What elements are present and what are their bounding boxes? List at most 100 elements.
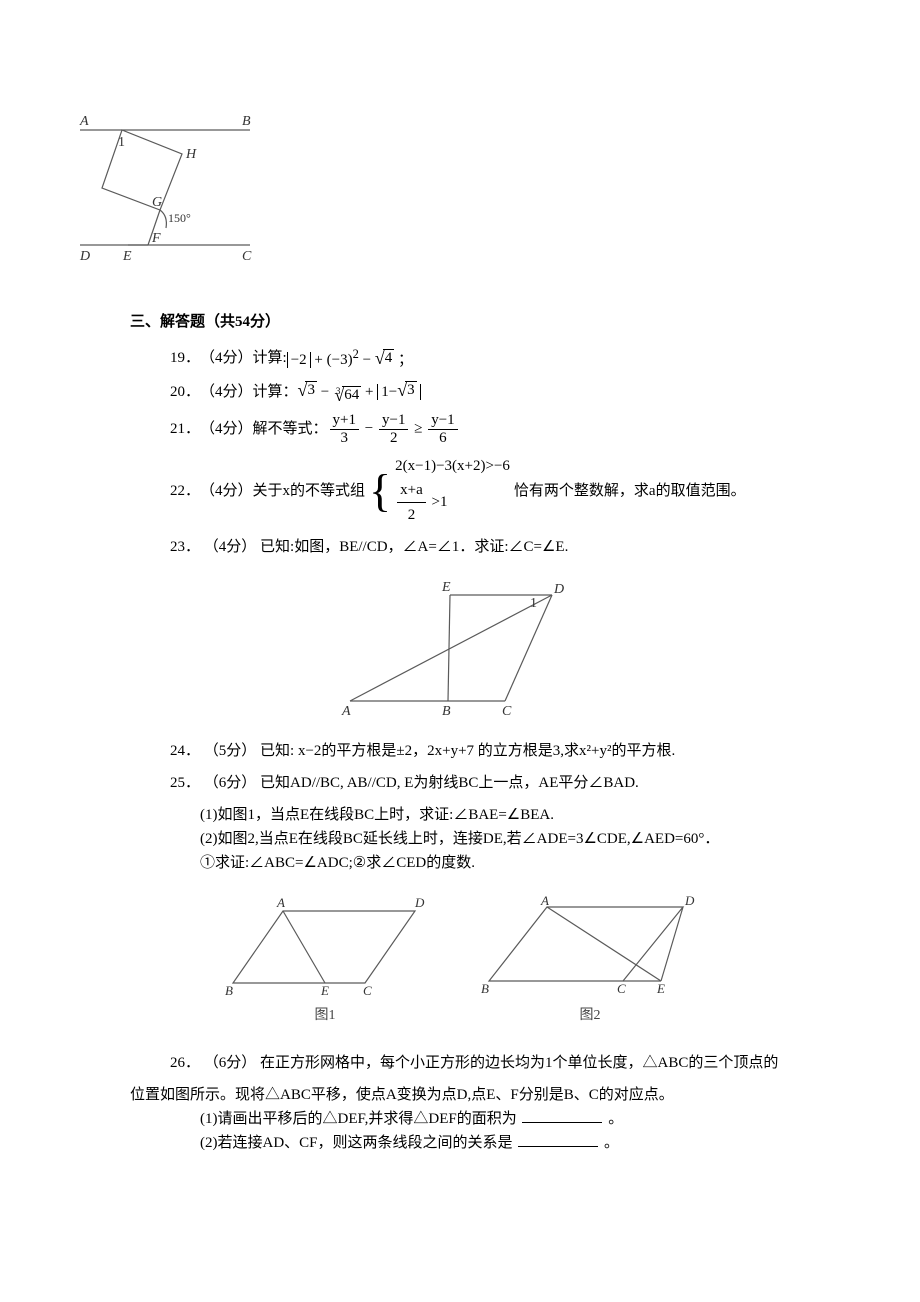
q25f2-B: B	[481, 981, 489, 996]
q26: 26． （6分） 在正方形网格中，每个小正方形的边长均为1个单位长度，△ABC的…	[170, 1051, 860, 1075]
fig-top-svg: A B D C E F G H 1 150°	[60, 110, 270, 270]
q26-l1: 在正方形网格中，每个小正方形的边长均为1个单位长度，△ABC的三个顶点的	[260, 1055, 778, 1071]
q22-r2op: >1	[432, 494, 448, 510]
q25f1-E: E	[320, 983, 329, 998]
q21-f3n: y−1	[428, 412, 457, 429]
q20-cbrt64: 64	[342, 386, 361, 403]
q25-num: 25．	[170, 775, 200, 791]
q25: 25． （6分） 已知AD//BC, AB//CD, E为射线BC上一点，AE平…	[170, 771, 860, 795]
q25-pts: （6分）	[204, 775, 257, 791]
q23-text: 已知:如图，BE//CD，∠A=∠1．求证:∠C=∠E.	[260, 539, 568, 555]
lbl-E: E	[122, 249, 132, 264]
q23-pts: （4分）	[204, 539, 257, 555]
q20-sqrt3: 3	[305, 381, 317, 398]
lbl-A: A	[79, 114, 89, 129]
q19-minus: −	[363, 352, 371, 368]
q21-f1d: 3	[330, 429, 359, 447]
q25-p2: (2)如图2,当点E在线段BC延长线上时，连接DE,若∠ADE=3∠CDE,∠A…	[200, 827, 860, 851]
q22-r2d: 2	[397, 502, 426, 527]
q19-sqrt4: 4	[383, 349, 395, 366]
q22-label-r: 恰有两个整数解，求a的取值范围。	[514, 479, 746, 503]
q23-D: D	[553, 582, 564, 597]
q23: 23． （4分） 已知:如图，BE//CD，∠A=∠1．求证:∠C=∠E.	[170, 535, 860, 559]
q19-semi: ；	[398, 352, 413, 368]
lbl-C: C	[242, 249, 252, 264]
q24: 24． （5分） 已知: x−2的平方根是±2，2x+y+7 的立方根是3,求x…	[170, 739, 860, 763]
q25f2-D: D	[684, 893, 695, 908]
q19-abs: −2	[287, 352, 311, 368]
lbl-B: B	[242, 114, 251, 129]
q26-p1a: (1)请画出平移后的△DEF,并求得△DEF的面积为	[200, 1111, 517, 1127]
q21-f2d: 2	[379, 429, 408, 447]
lbl-H: H	[185, 147, 197, 162]
q19-num: 19．	[170, 346, 200, 370]
q19: 19． （4分） 计算: −2 + (−3)2 − √4 ；	[170, 344, 860, 372]
q26-p1b: 。	[608, 1111, 623, 1127]
q25-p1: (1)如图1，当点E在线段BC上时，求证:∠BAE=∠BEA.	[200, 803, 860, 827]
q22-label-l: 关于x的不等式组	[253, 479, 366, 503]
q26-num: 26．	[170, 1055, 200, 1071]
q23-B: B	[442, 704, 451, 719]
q25f2-C: C	[617, 981, 626, 996]
q20-abs-r: 3	[405, 381, 417, 398]
q22: 22． （4分） 关于x的不等式组 { 2(x−1)−3(x+2)>−6 x+a…	[170, 454, 860, 527]
q19-p2: (−3)	[327, 352, 353, 368]
q21-ge: ≥	[414, 420, 422, 436]
q24-num: 24．	[170, 743, 200, 759]
q21-label: 解不等式：	[253, 417, 328, 441]
q23-E: E	[441, 580, 451, 595]
q23-one: 1	[530, 596, 537, 611]
q20-plus: +	[365, 384, 373, 400]
q21-num: 21．	[170, 417, 200, 441]
q23-num: 23．	[170, 539, 200, 555]
q25f1-A: A	[276, 895, 285, 910]
fig-q25: A D B C E 图1 A D B	[60, 893, 860, 1027]
lbl-ang1: 1	[118, 135, 125, 150]
q21: 21． （4分） 解不等式： y+13 − y−12 ≥ y−16	[170, 412, 860, 446]
q21-f3d: 6	[428, 429, 457, 447]
fig-top: A B D C E F G H 1 150°	[60, 110, 860, 270]
q26-pts: （6分）	[204, 1055, 257, 1071]
q26-p2a: (2)若连接AD、CF，则这两条线段之间的关系是	[200, 1135, 513, 1151]
q26-l2: 位置如图所示。现将△ABC平移，使点A变换为点D,点E、F分别是B、C的对应点。	[130, 1083, 860, 1107]
q22-num: 22．	[170, 479, 200, 503]
q25-p3: ①求证:∠ABC=∠ADC;②求∠CED的度数.	[200, 851, 860, 875]
q21-f2n: y−1	[379, 412, 408, 429]
q23-A: A	[341, 704, 351, 719]
q19-exp: 2	[353, 347, 359, 361]
q21-pts: （4分）	[200, 417, 253, 441]
q22-row1: 2(x−1)−3(x+2)>−6	[395, 454, 510, 478]
q20-cbrt-idx: 3	[336, 384, 341, 398]
lbl-150: 150°	[168, 211, 191, 225]
q24-text: 已知: x−2的平方根是±2，2x+y+7 的立方根是3,求x²+y²的平方根.	[260, 743, 675, 759]
section3-title: 三、解答题（共54分）	[130, 310, 860, 334]
lbl-D: D	[79, 249, 90, 264]
q20-pts: （4分）	[200, 380, 253, 404]
q19-label: 计算:	[253, 346, 287, 370]
q20: 20． （4分） 计算： √3 − 3√64 + 1−√3	[170, 380, 860, 404]
q23-C: C	[502, 704, 512, 719]
q22-pts: （4分）	[200, 479, 253, 503]
q20-num: 20．	[170, 380, 200, 404]
q25f2-E: E	[656, 981, 665, 996]
fig-q23: A B C D E 1	[60, 571, 860, 721]
lbl-G: G	[152, 195, 162, 210]
q26-blank2[interactable]	[518, 1131, 598, 1147]
q25f1-C: C	[363, 983, 372, 998]
q20-abs-l: 1−	[381, 384, 397, 400]
q25-cap2: 图2	[475, 1005, 705, 1027]
lbl-F: F	[151, 231, 161, 246]
q25f2-A: A	[540, 893, 549, 908]
q19-plus1: +	[314, 352, 322, 368]
q19-pts: （4分）	[200, 346, 253, 370]
q21-sep1: −	[365, 420, 373, 436]
q25-intro: 已知AD//BC, AB//CD, E为射线BC上一点，AE平分∠BAD.	[260, 775, 639, 791]
q25-cap1: 图1	[215, 1005, 435, 1027]
q24-pts: （5分）	[204, 743, 257, 759]
q21-f1n: y+1	[330, 412, 359, 429]
q20-label: 计算：	[253, 380, 298, 404]
q25f1-B: B	[225, 983, 233, 998]
q26-blank1[interactable]	[522, 1107, 602, 1123]
q26-p2b: 。	[604, 1135, 619, 1151]
q25f1-D: D	[414, 895, 425, 910]
